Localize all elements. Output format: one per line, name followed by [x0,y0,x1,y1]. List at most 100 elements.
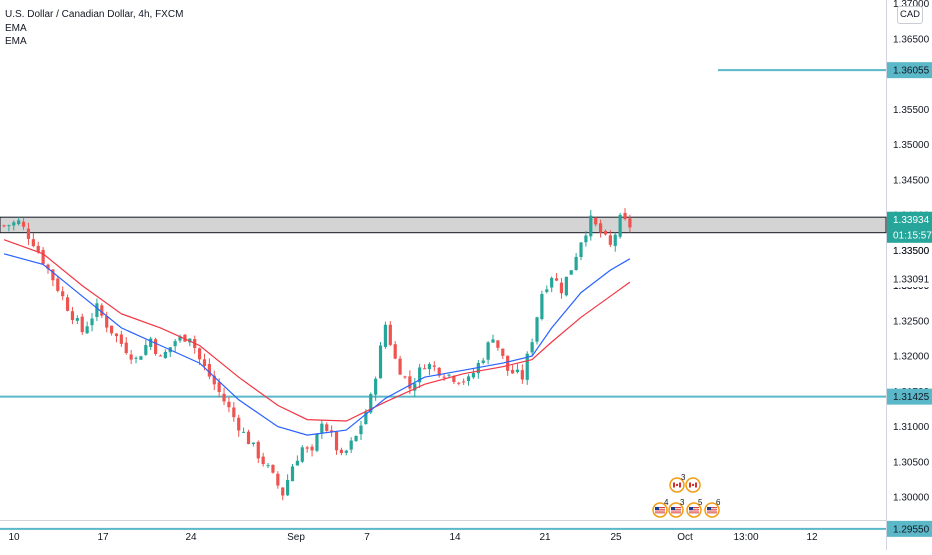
candle[interactable] [569,270,573,275]
candle[interactable] [7,224,11,232]
candle[interactable] [134,356,138,364]
event-marker[interactable]: 4 [652,498,669,518]
candle[interactable] [56,275,60,293]
candle[interactable] [339,447,344,456]
candle[interactable] [271,464,275,474]
candle[interactable] [374,376,378,401]
candle[interactable] [261,452,265,467]
ema-indicator-2[interactable]: EMA [5,36,27,47]
candle[interactable] [26,222,31,246]
candle[interactable] [17,217,21,226]
candle[interactable] [305,445,309,453]
candle[interactable] [222,387,226,405]
candle[interactable] [158,354,163,357]
candle[interactable] [579,241,583,261]
candle[interactable] [41,247,45,266]
candle[interactable] [251,442,255,447]
candle[interactable] [540,290,544,321]
candle[interactable] [153,337,158,356]
candle[interactable] [603,229,608,236]
ema-slow-line[interactable] [3,239,631,422]
candle[interactable] [608,230,612,247]
candle[interactable] [476,360,480,379]
candle[interactable] [124,336,128,355]
event-marker[interactable]: 6 [704,498,721,518]
candle[interactable] [242,427,246,434]
candle[interactable] [300,445,304,464]
candle[interactable] [584,231,588,247]
candle[interactable] [12,220,16,231]
candle[interactable] [232,401,236,422]
candle[interactable] [354,435,358,442]
event-marker[interactable]: 3 [668,498,685,518]
candle[interactable] [403,375,407,380]
candle[interactable] [398,355,402,375]
candle[interactable] [105,311,109,333]
candle[interactable] [554,273,559,282]
candle[interactable] [320,419,324,439]
candle[interactable] [168,347,172,358]
candle[interactable] [530,338,534,357]
symbol-title[interactable]: U.S. Dollar / Canadian Dollar, 4h, FXCM [5,9,184,20]
candle[interactable] [618,212,622,239]
candle[interactable] [276,471,280,489]
candle[interactable] [139,355,143,360]
candle[interactable] [193,335,197,354]
candle[interactable] [85,321,89,335]
candle[interactable] [383,321,388,349]
candle[interactable] [212,370,216,391]
candle[interactable] [515,363,520,374]
event-marker[interactable]: 3 [669,473,686,493]
candle[interactable] [378,342,383,379]
event-marker[interactable] [685,477,701,493]
candle[interactable] [2,224,6,228]
candle[interactable] [589,210,593,241]
candle[interactable] [114,333,119,343]
candle[interactable] [237,414,241,437]
candle[interactable] [349,437,353,453]
candle[interactable] [178,334,182,343]
candle[interactable] [574,253,578,271]
candle[interactable] [100,303,104,318]
candle[interactable] [290,463,295,482]
candle[interactable] [325,422,329,432]
candle[interactable] [418,363,422,389]
candle[interactable] [628,214,632,233]
candle[interactable] [462,378,466,385]
candle[interactable] [315,433,319,453]
candle[interactable] [144,339,148,356]
candle[interactable] [491,334,495,343]
candle[interactable] [496,340,500,351]
ema-indicator-1[interactable]: EMA [5,22,27,34]
candle[interactable] [422,364,427,370]
candle[interactable] [198,347,202,366]
candle[interactable] [471,367,476,380]
candle[interactable] [564,276,568,297]
candle[interactable] [535,316,539,345]
candle[interactable] [109,325,114,336]
candle[interactable] [173,338,177,353]
candle[interactable] [21,218,26,230]
candle[interactable] [163,349,167,359]
candle[interactable] [427,362,432,376]
candle[interactable] [70,306,75,325]
candle[interactable] [207,358,211,380]
event-marker[interactable]: 5 [686,498,703,518]
candle[interactable] [281,487,285,501]
candle[interactable] [408,370,412,395]
candle[interactable] [183,334,187,343]
candle[interactable] [330,425,334,437]
candle[interactable] [510,365,515,374]
candle[interactable] [594,216,598,227]
candle[interactable] [227,397,231,413]
candle[interactable] [246,429,251,445]
candle[interactable] [129,350,133,365]
candle[interactable] [388,321,392,347]
candle[interactable] [550,276,554,293]
candle[interactable] [90,313,94,332]
candle[interactable] [266,463,270,469]
candle[interactable] [61,286,65,301]
currency-badge[interactable]: CAD [897,6,923,24]
